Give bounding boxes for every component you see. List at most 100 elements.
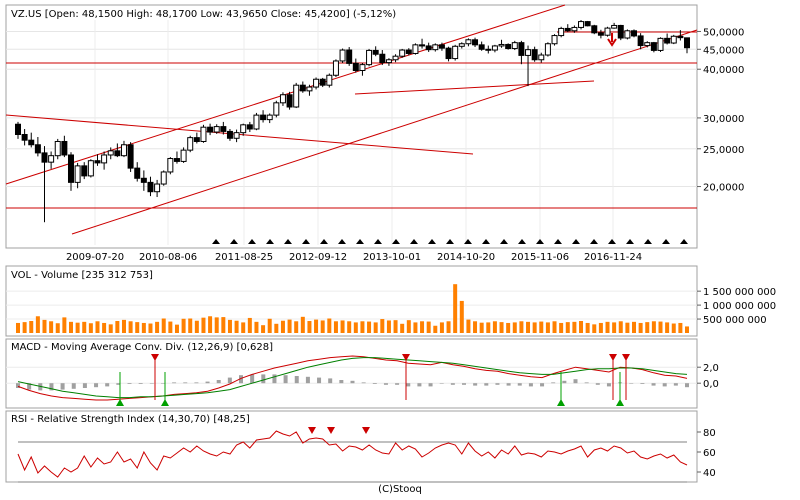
- signal-marker-triangle: [356, 239, 364, 244]
- volume-bar: [181, 318, 186, 333]
- signal-marker-triangle: [680, 239, 688, 244]
- candle-body: [511, 42, 518, 50]
- volume-bar: [605, 321, 610, 333]
- volume-bar: [380, 319, 385, 333]
- candle-body: [293, 84, 300, 108]
- signal-marker-triangle: [338, 239, 346, 244]
- volume-bar: [638, 322, 643, 333]
- signal-marker-triangle: [464, 239, 472, 244]
- volume-bar: [519, 321, 524, 333]
- macd-buy-signal-marker: [116, 399, 124, 406]
- macd-histogram-bar: [428, 383, 433, 387]
- candle-body: [253, 114, 260, 130]
- candle-body: [419, 44, 426, 47]
- volume-bar: [267, 318, 272, 333]
- macd-histogram-bar: [239, 375, 243, 384]
- volume-bar: [135, 322, 140, 333]
- volume-bar: [274, 323, 279, 333]
- volume-bar: [453, 284, 458, 333]
- signal-marker-triangle: [554, 239, 562, 244]
- candle-body: [518, 42, 525, 56]
- volume-bar: [473, 321, 478, 333]
- macd-sell-signal-marker: [609, 354, 617, 361]
- price-panel-title: VZ.US [Open: 48,1500 High: 48,1700 Low: …: [11, 9, 396, 20]
- candle-body: [200, 126, 207, 142]
- macd-histogram-bar: [473, 383, 478, 386]
- macd-histogram-bar: [395, 383, 400, 385]
- volume-bar: [539, 321, 544, 333]
- volume-bar: [174, 324, 179, 333]
- signal-marker-triangle: [482, 239, 490, 244]
- candle-body: [286, 94, 293, 108]
- candle-body: [101, 154, 108, 164]
- signal-marker-triangle: [230, 239, 238, 244]
- candle-body: [650, 42, 657, 51]
- volume-bar: [121, 319, 126, 333]
- signal-marker-triangle: [392, 239, 400, 244]
- volume-bar: [565, 322, 570, 333]
- volume-bar: [22, 322, 27, 333]
- candle-body: [346, 49, 353, 64]
- candle-body: [405, 49, 412, 54]
- macd-histogram-bar: [540, 383, 545, 387]
- panel-frame-1: [5, 4, 698, 249]
- candle-body: [438, 44, 445, 49]
- candle-body: [392, 55, 399, 61]
- candle-body: [15, 123, 21, 136]
- volume-bar: [373, 322, 378, 333]
- macd-histogram-bar: [562, 380, 567, 384]
- volume-bar: [612, 322, 617, 333]
- volume-bar: [333, 321, 338, 333]
- macd-histogram-bar: [339, 380, 344, 384]
- volume-bar: [426, 321, 431, 333]
- candle-body: [120, 144, 127, 157]
- candle-body: [220, 126, 227, 132]
- volume-bar: [579, 321, 584, 333]
- rsi-overbought-marker: [327, 427, 335, 434]
- candle-body: [226, 130, 233, 139]
- macd-buy-signal-marker: [616, 399, 624, 406]
- signal-marker-triangle: [410, 239, 418, 244]
- macd-y-tick-label: 0,0: [703, 379, 719, 390]
- candle-body: [617, 24, 624, 39]
- volume-bar: [88, 323, 93, 333]
- volume-bar: [247, 317, 252, 333]
- candle-body: [273, 102, 280, 116]
- candle-body: [74, 165, 81, 183]
- volume-bar: [499, 322, 504, 333]
- macd-histogram-bar: [417, 383, 422, 387]
- volume-bar: [29, 321, 34, 333]
- price-x-tick-label: 2016-11-24: [584, 252, 642, 263]
- volume-bar: [353, 322, 358, 333]
- macd-histogram-bar: [49, 383, 54, 391]
- volume-bar: [492, 321, 497, 333]
- price-x-tick-label: 2014-10-20: [437, 252, 495, 263]
- candle-body: [61, 140, 68, 156]
- macd-histogram-bar: [194, 382, 199, 384]
- volume-bar: [459, 300, 464, 333]
- macd-histogram-bar: [116, 383, 121, 385]
- candle-body: [591, 25, 598, 34]
- volume-bar: [512, 322, 517, 333]
- volume-bar: [307, 321, 312, 333]
- volume-bar: [280, 320, 285, 333]
- macd-histogram-bar: [584, 382, 589, 384]
- candle-body: [233, 132, 240, 139]
- candle-body: [246, 124, 253, 130]
- volume-bar: [62, 317, 67, 333]
- signal-marker-triangle: [212, 239, 220, 244]
- candle-body: [631, 30, 638, 37]
- candle-body: [279, 94, 286, 104]
- candle-body: [366, 49, 373, 66]
- candle-body: [644, 42, 651, 47]
- price-x-tick-label: 2012-09-12: [289, 252, 347, 263]
- macd-histogram-bar: [383, 383, 388, 385]
- candle-body: [306, 86, 313, 92]
- candle-body: [472, 39, 479, 46]
- volume-bar: [300, 316, 305, 333]
- macd-histogram-bar: [595, 383, 600, 385]
- candle-body: [359, 64, 366, 71]
- volume-bar: [55, 323, 60, 333]
- candle-body: [611, 24, 618, 29]
- candle-body: [564, 27, 571, 32]
